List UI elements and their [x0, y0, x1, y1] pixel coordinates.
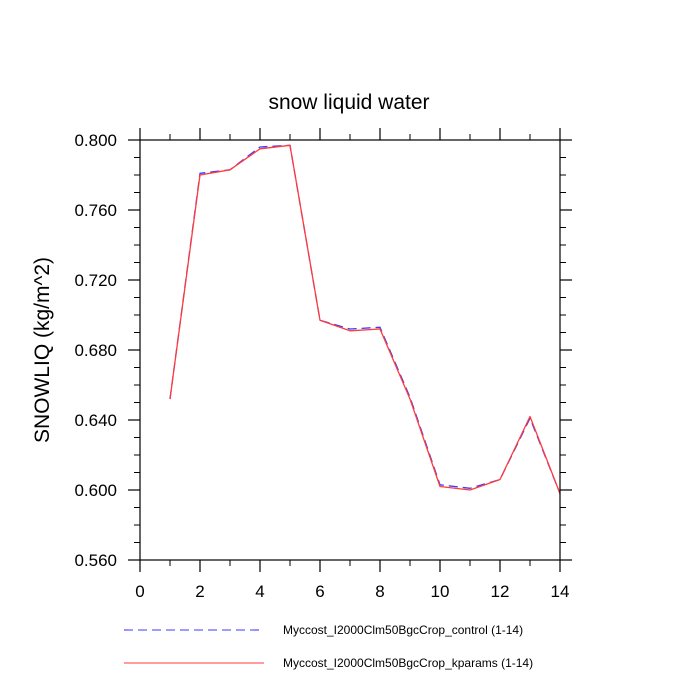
y-tick-label: 0.600: [74, 481, 117, 500]
y-tick-label: 0.800: [74, 131, 117, 150]
x-tick-label: 12: [491, 582, 510, 601]
chart-title: snow liquid water: [268, 91, 429, 114]
y-tick-label: 0.760: [74, 201, 117, 220]
series-layer: [169, 144, 561, 494]
x-tick-label: 14: [551, 582, 570, 601]
tick-labels-layer: 0 2 4 6 8 10 12 14 0.560 0.600 0.640 0.680 0.720 0.76…: [74, 131, 569, 601]
x-tick-label: 4: [255, 582, 264, 601]
legend-label-control: Myccost_I2000Clm50BgcCrop_control (1-14): [283, 623, 523, 637]
series-line-control: [169, 144, 561, 494]
legend-label-kparams: Myccost_I2000Clm50BgcCrop_kparams (1-14): [283, 656, 533, 670]
x-tick-label: 0: [135, 582, 144, 601]
x-tick-label: 10: [431, 582, 450, 601]
y-tick-label: 0.560: [74, 551, 117, 570]
x-tick-label: 2: [195, 582, 204, 601]
x-tick-label: 8: [375, 582, 384, 601]
y-tick-label: 0.640: [74, 411, 117, 430]
plot-frame: [139, 139, 561, 561]
y-tick-label: 0.680: [74, 341, 117, 360]
legend: Myccost_I2000Clm50BgcCrop_control (1-14)…: [124, 623, 533, 670]
y-tick-label: 0.720: [74, 271, 117, 290]
ticks-layer: [128, 128, 572, 572]
y-axis-label: SNOWLIQ (kg/m^2): [31, 257, 54, 443]
x-tick-label: 6: [315, 582, 324, 601]
series-line-kparams: [169, 144, 561, 494]
